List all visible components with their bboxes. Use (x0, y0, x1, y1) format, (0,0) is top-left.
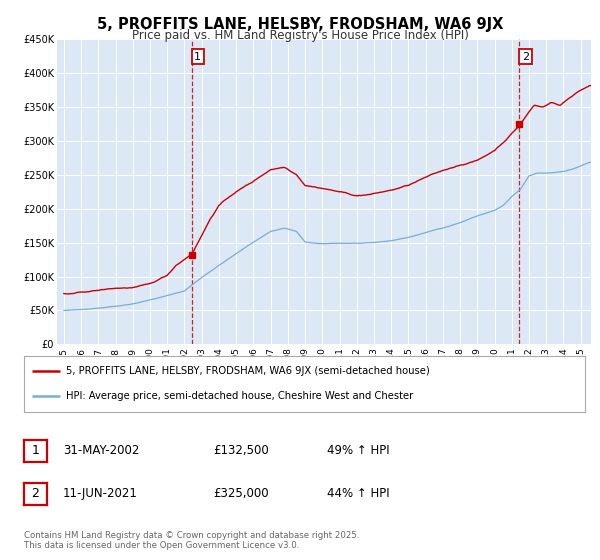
Text: Contains HM Land Registry data © Crown copyright and database right 2025.
This d: Contains HM Land Registry data © Crown c… (24, 531, 359, 550)
Text: HPI: Average price, semi-detached house, Cheshire West and Chester: HPI: Average price, semi-detached house,… (66, 391, 413, 402)
Text: £132,500: £132,500 (213, 444, 269, 458)
Text: £325,000: £325,000 (213, 487, 269, 501)
Text: 1: 1 (31, 444, 40, 458)
Text: 49% ↑ HPI: 49% ↑ HPI (327, 444, 389, 458)
Text: 11-JUN-2021: 11-JUN-2021 (63, 487, 138, 501)
Text: 1: 1 (194, 52, 201, 62)
Text: Price paid vs. HM Land Registry's House Price Index (HPI): Price paid vs. HM Land Registry's House … (131, 29, 469, 42)
Text: 5, PROFFITS LANE, HELSBY, FRODSHAM, WA6 9JX: 5, PROFFITS LANE, HELSBY, FRODSHAM, WA6 … (97, 17, 503, 32)
Text: 44% ↑ HPI: 44% ↑ HPI (327, 487, 389, 501)
Text: 2: 2 (522, 52, 529, 62)
Text: 2: 2 (31, 487, 40, 501)
Text: 5, PROFFITS LANE, HELSBY, FRODSHAM, WA6 9JX (semi-detached house): 5, PROFFITS LANE, HELSBY, FRODSHAM, WA6 … (66, 366, 430, 376)
Text: 31-MAY-2002: 31-MAY-2002 (63, 444, 139, 458)
